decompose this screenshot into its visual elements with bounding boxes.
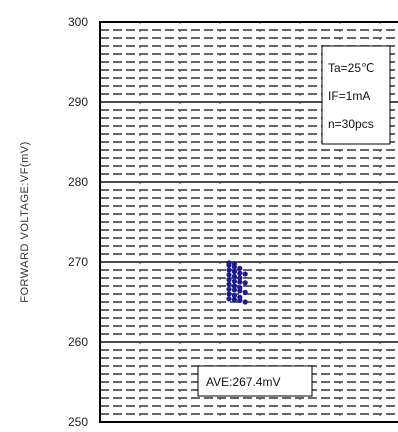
- data-point: [231, 261, 237, 267]
- data-point: [226, 277, 232, 283]
- data-point: [237, 294, 243, 300]
- data-point: [231, 283, 237, 289]
- data-point: [226, 272, 232, 278]
- data-point: [242, 299, 248, 305]
- y-tick-label: 260: [68, 335, 88, 349]
- y-tick-label: 290: [68, 95, 88, 109]
- data-point: [231, 269, 237, 275]
- y-tick-label: 280: [68, 175, 88, 189]
- data-point: [226, 286, 232, 292]
- data-point: [226, 260, 232, 266]
- y-tick-label: 270: [68, 255, 88, 269]
- data-point: [231, 278, 237, 284]
- data-point: [231, 287, 237, 293]
- data-point: [226, 296, 232, 302]
- data-point: [242, 289, 248, 295]
- data-point: [237, 265, 243, 271]
- data-point: [237, 279, 243, 285]
- condition-current: IF=1mA: [328, 89, 370, 103]
- y-axis-label: FORWARD VOLTAGE:VF(mV): [19, 141, 31, 303]
- conditions-box-frame: [321, 45, 391, 145]
- data-point: [237, 285, 243, 291]
- condition-sample-count: n=30pcs: [328, 117, 374, 131]
- data-point: [231, 273, 237, 279]
- data-point: [231, 297, 237, 303]
- data-point: [226, 267, 232, 273]
- y-tick-labels: 250 260 270 280 290 300: [68, 15, 88, 429]
- average-label: AVE:267.4mV: [206, 375, 280, 389]
- data-point: [237, 270, 243, 276]
- conditions-box: Ta=25℃ IF=1mA n=30pcs: [321, 45, 391, 145]
- data-point: [237, 275, 243, 281]
- y-tick-label: 300: [68, 15, 88, 29]
- data-point: [226, 291, 232, 297]
- condition-temperature: Ta=25℃: [328, 61, 375, 75]
- data-points: [226, 260, 248, 305]
- data-point: [242, 271, 248, 277]
- average-box-frame: [197, 365, 313, 397]
- plot-frame: [99, 21, 398, 423]
- data-point: [226, 281, 232, 287]
- data-point: [231, 293, 237, 299]
- average-box: AVE:267.4mV: [197, 365, 313, 397]
- y-tick-label: 250: [68, 415, 88, 429]
- data-point: [242, 280, 248, 286]
